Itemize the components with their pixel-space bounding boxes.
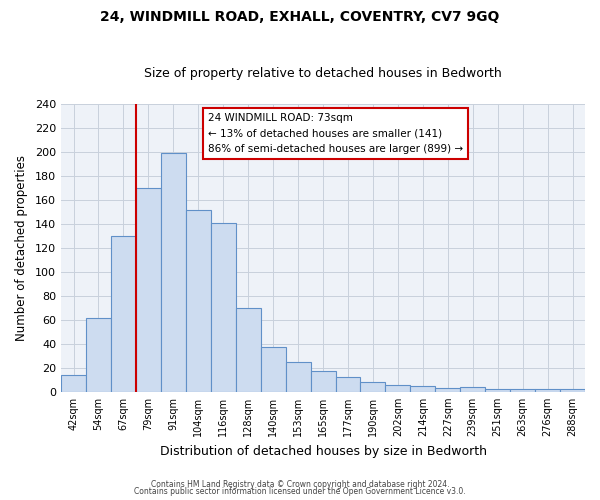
Bar: [286, 362, 311, 392]
X-axis label: Distribution of detached houses by size in Bedworth: Distribution of detached houses by size …: [160, 444, 487, 458]
Text: Contains public sector information licensed under the Open Government Licence v3: Contains public sector information licen…: [134, 487, 466, 496]
Bar: [335, 378, 361, 392]
Bar: [311, 372, 335, 392]
Text: 24, WINDMILL ROAD, EXHALL, COVENTRY, CV7 9GQ: 24, WINDMILL ROAD, EXHALL, COVENTRY, CV7…: [100, 10, 500, 24]
Text: Contains HM Land Registry data © Crown copyright and database right 2024.: Contains HM Land Registry data © Crown c…: [151, 480, 449, 489]
Bar: [260, 348, 286, 392]
Bar: [510, 390, 535, 392]
Bar: [361, 382, 385, 392]
Bar: [111, 236, 136, 392]
Bar: [236, 308, 260, 392]
Bar: [86, 318, 111, 392]
Bar: [560, 390, 585, 392]
Text: 24 WINDMILL ROAD: 73sqm
← 13% of detached houses are smaller (141)
86% of semi-d: 24 WINDMILL ROAD: 73sqm ← 13% of detache…: [208, 113, 463, 154]
Bar: [186, 210, 211, 392]
Bar: [535, 390, 560, 392]
Y-axis label: Number of detached properties: Number of detached properties: [15, 155, 28, 341]
Bar: [485, 390, 510, 392]
Bar: [460, 387, 485, 392]
Bar: [161, 154, 186, 392]
Bar: [61, 375, 86, 392]
Bar: [436, 388, 460, 392]
Title: Size of property relative to detached houses in Bedworth: Size of property relative to detached ho…: [144, 66, 502, 80]
Bar: [410, 386, 436, 392]
Bar: [136, 188, 161, 392]
Bar: [211, 223, 236, 392]
Bar: [385, 384, 410, 392]
